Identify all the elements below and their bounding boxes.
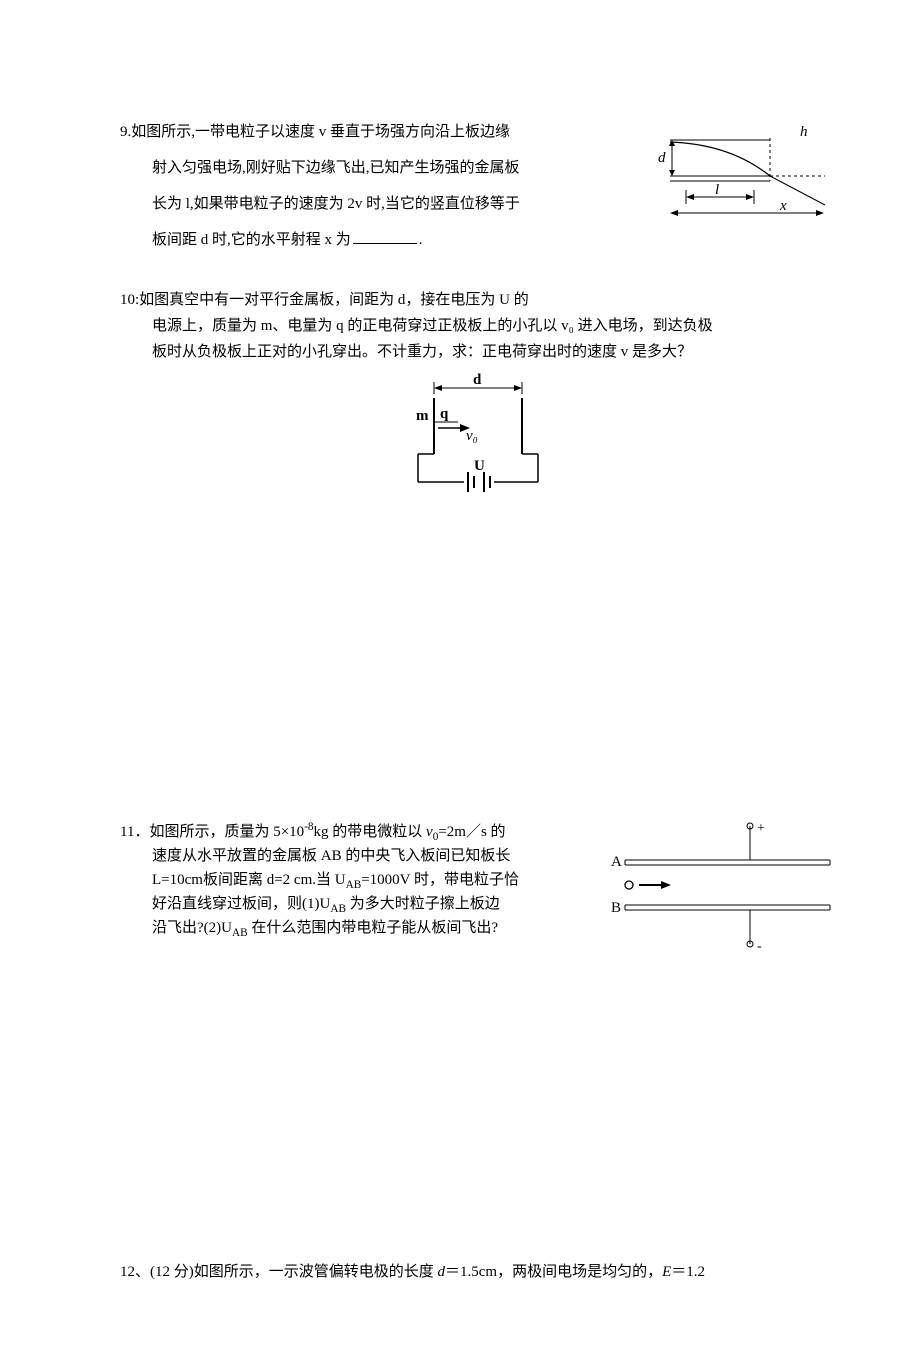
p11-l1a: 11．如图所示，质量为 5×10 <box>120 824 304 840</box>
label-U: U <box>474 458 485 474</box>
p11-l1c: =2m／s 的 <box>438 824 505 840</box>
label-d10: d <box>473 372 482 388</box>
p9-line2: 射入匀强电场,刚好贴下边缘飞出,已知产生场强的金属板 <box>120 156 634 180</box>
p11-l5sub: AB <box>232 927 248 939</box>
p9-line1: 9.如图所示,一带电粒子以速度 v 垂直于场强方向沿上板边缘 <box>120 120 634 144</box>
fill-blank <box>353 243 417 244</box>
p11-l4a: 好沿直线穿过板间，则(1)U <box>152 896 330 912</box>
label-minus: - <box>757 939 762 954</box>
label-plus: + <box>757 821 765 836</box>
p9-line4a: 板间距 d 时,它的水平射程 x 为 <box>152 232 351 248</box>
label-A: A <box>611 854 622 870</box>
p12-b: ＝1.5cm，两极间电场是均匀的， <box>445 1264 662 1280</box>
problem-12: 12、(12 分)如图所示，一示波管偏转电极的长度 d＝1.5cm，两极间电场是… <box>120 1260 835 1284</box>
p11-line3: L=10cm板间距离 d=2 cm.当 UAB=1000V 时，带电粒子恰 <box>120 868 587 892</box>
label-B: B <box>611 900 621 916</box>
problem-9-text: 9.如图所示,一带电粒子以速度 v 垂直于场强方向沿上板边缘 射入匀强电场,刚好… <box>120 120 634 264</box>
p11-l1sup: -8 <box>304 821 313 833</box>
p9-line4: 板间距 d 时,它的水平射程 x 为. <box>120 228 634 252</box>
label-l: l <box>715 182 719 198</box>
label-x: x <box>779 198 787 214</box>
p10-line3: 板时从负极板上正对的小孔穿出。不计重力，求：正电荷穿出时的速度 v 是多大？ <box>120 340 835 364</box>
problem-10: 10:如图真空中有一对平行金属板，间距为 d，接在电压为 U 的 电源上，质量为… <box>120 288 835 520</box>
figure-9: d h l x <box>650 120 835 220</box>
p11-line4: 好沿直线穿过板间，则(1)UAB 为多大时粒子擦上板边 <box>120 892 587 916</box>
p11-l1v: v <box>426 824 433 840</box>
p11-l4b: 为多大时粒子擦上板边 <box>346 896 500 912</box>
p11-l5b: 在什么范围内带电粒子能从板间飞出? <box>248 920 498 936</box>
figure-10: d m q v₀ <box>378 372 578 512</box>
problem-10-text: 10:如图真空中有一对平行金属板，间距为 d，接在电压为 U 的 电源上，质量为… <box>120 288 835 364</box>
label-h: h <box>800 124 808 140</box>
page: 9.如图所示,一带电粒子以速度 v 垂直于场强方向沿上板边缘 射入匀强电场,刚好… <box>0 0 920 1348</box>
label-q: q <box>440 406 449 422</box>
p11-l4sub: AB <box>330 903 346 915</box>
p10-line2: 电源上，质量为 m、电量为 q 的正电荷穿过正极板上的小孔以 v₀ 进入电场，到… <box>120 314 835 338</box>
p11-line2: 速度从水平放置的金属板 AB 的中央飞入板间已知板长 <box>120 844 587 868</box>
p9-line3: 长为 l,如果带电粒子的速度为 2v 时,当它的竖直位移等于 <box>120 192 634 216</box>
p11-l3b: =1000V 时，带电粒子恰 <box>361 872 519 888</box>
figure-11: + A B - <box>605 820 835 960</box>
p11-l3a: L=10cm板间距离 d=2 cm.当 U <box>152 872 346 888</box>
p11-l5a: 沿飞出?(2)U <box>152 920 232 936</box>
label-v0: v₀ <box>466 428 478 444</box>
figure-10-wrap: d m q v₀ <box>120 372 835 520</box>
problem-11: 11．如图所示，质量为 5×10-8kg 的带电微粒以 v0=2m／s 的 速度… <box>120 820 835 960</box>
p11-line5: 沿飞出?(2)UAB 在什么范围内带电粒子能从板间飞出? <box>120 916 587 940</box>
p11-line1: 11．如图所示，质量为 5×10-8kg 的带电微粒以 v0=2m／s 的 <box>120 820 587 844</box>
problem-11-text: 11．如图所示，质量为 5×10-8kg 的带电微粒以 v0=2m／s 的 速度… <box>120 820 587 940</box>
p12-d: d <box>438 1264 446 1280</box>
p9-line4b: . <box>419 232 423 248</box>
label-m: m <box>416 408 429 424</box>
p11-l1b: kg 的带电微粒以 <box>314 824 427 840</box>
p10-line1: 10:如图真空中有一对平行金属板，间距为 d，接在电压为 U 的 <box>120 288 835 312</box>
label-d: d <box>658 150 666 166</box>
p12-a: 12、(12 分)如图所示，一示波管偏转电极的长度 <box>120 1264 438 1280</box>
p11-l3sub: AB <box>346 879 362 891</box>
p12-c: ＝1.2 <box>671 1264 705 1280</box>
problem-9: 9.如图所示,一带电粒子以速度 v 垂直于场强方向沿上板边缘 射入匀强电场,刚好… <box>120 120 835 264</box>
p12-e: E <box>662 1264 671 1280</box>
